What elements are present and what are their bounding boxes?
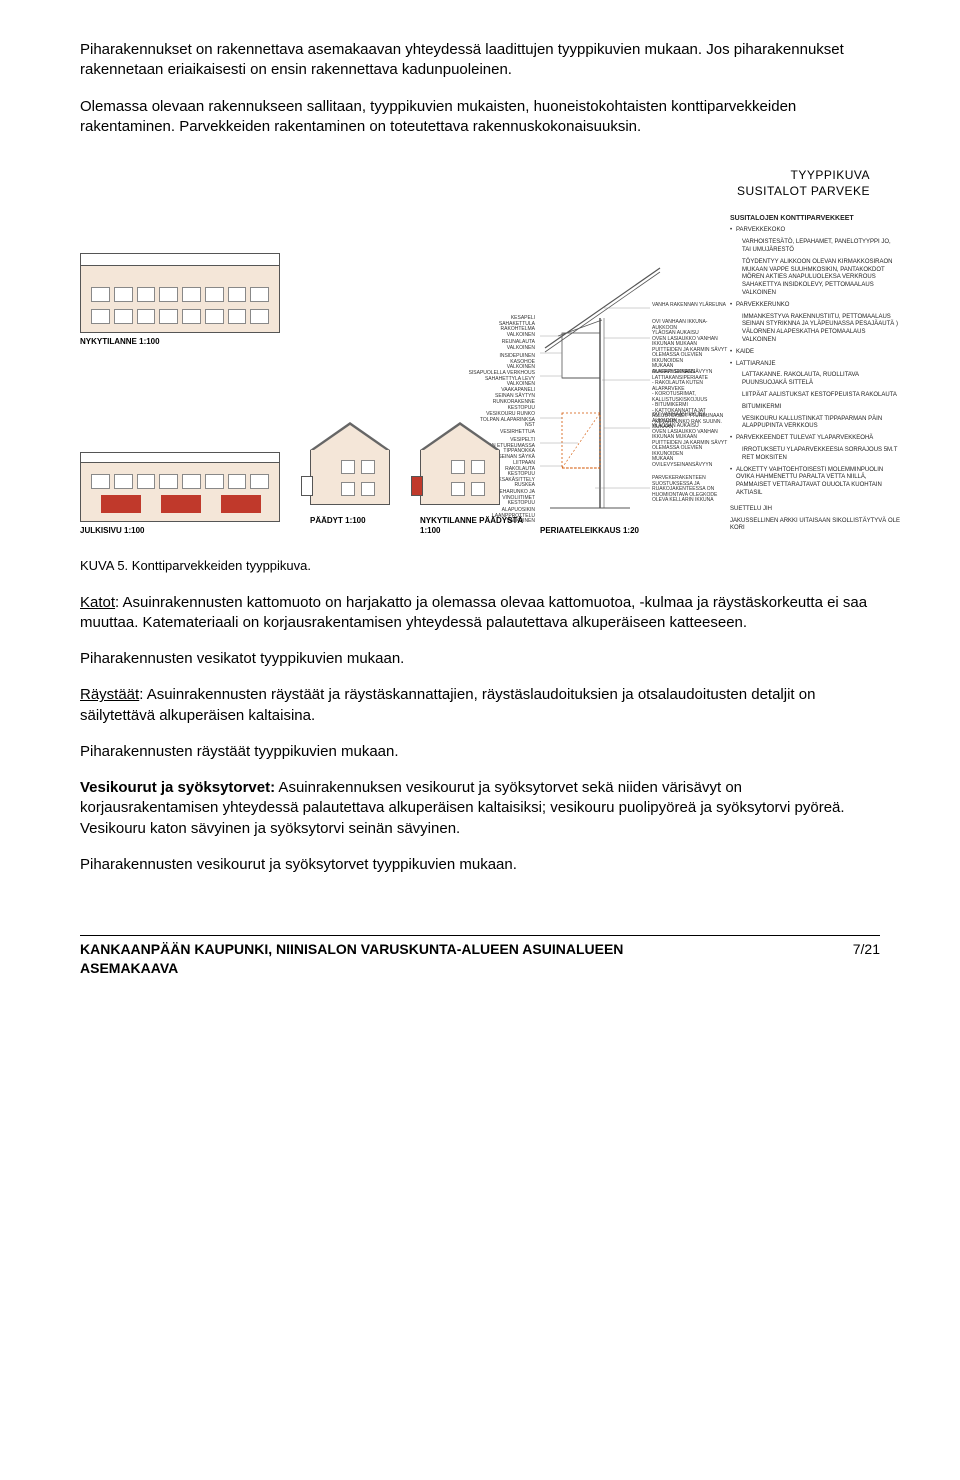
section-drawing: VANHA RAKENNAN YLÄREUNA OVI VANHAAN IKKU… — [540, 258, 710, 518]
spec-heading: SUSITALOJEN KONTTIPARVEKKEET — [730, 214, 900, 223]
footer-left: KANKAANPÄÄN KAUPUNKI, NIINISALON VARUSKU… — [80, 940, 623, 978]
sec-label-r5: PARVEKERAKENTEEN SUOSTUKSESSA JA RUAKOJA… — [652, 476, 732, 504]
spec-bottom2: JAKUSSELLINEN ARKKI UITAISAAN SIKOLLISTÄ… — [730, 518, 900, 534]
spec-bottom1: SUETTELU JIH — [730, 506, 900, 514]
spec-item: LATTAKANNE. RAKOLAUTA, RUOLLITAVA PUUNSU… — [730, 372, 900, 388]
figure-caption: KUVA 5. Konttiparvekkeiden tyyppikuva. — [80, 557, 880, 575]
figure-title: TYYPPIKUVA SUSITALOT PARVEKE — [80, 167, 880, 199]
sec-label-r4: OVI VANHAAN IKKUNA-AUKKOON YLÄOSAN AUKAI… — [652, 413, 732, 468]
spec-item: LIITPÄAT AALISTUKSAT KESTOFPEUISTA RAKOL… — [730, 392, 900, 400]
spec-item: PARVEKKERUNKO — [730, 302, 900, 310]
paragraph-vesikourut: Vesikourut ja syöksytorvet: Asuinrakennu… — [80, 778, 880, 839]
spec-item: PARVEKKEENDET TULEVAT YLAPARVEKKEOHÄ — [730, 435, 900, 443]
paragraph-5: Piharakennusten vesikourut ja syöksytorv… — [80, 855, 880, 875]
caption-nykytilanne: NYKYTILANNE 1:100 — [80, 337, 300, 348]
building-elevation-new — [80, 452, 280, 522]
caption-periaate: PERIAATELEIKKAUS 1:20 — [540, 526, 720, 537]
sec-label-l6: RUNKORAKENNE KESTOPUU — [465, 400, 535, 411]
spec-item: TÖYDENTYY ALIKKOON OLEVAN KIRMAKKOSIRAON… — [730, 259, 900, 298]
spec-item: BITUMIKERMI — [730, 404, 900, 412]
spec-item: PARVEKKEKOKO — [730, 227, 900, 235]
footer-page-number: 7/21 — [853, 940, 880, 959]
spec-item: IMMANKESTYVA RAKENNUSTIITU, PETTOMAALAUS… — [730, 314, 900, 345]
spec-item: VARHOISTESÄTÖ, LEPAHAMET, PANELOTYYPPI J… — [730, 239, 900, 255]
spec-item: KAIDE — [730, 349, 900, 357]
paragraph-raystaat: Räystäät: Asuinrakennusten räystäät ja r… — [80, 685, 880, 726]
figure-title-line2: SUSITALOT PARVEKE — [80, 183, 870, 199]
label-vesikourut: Vesikourut ja syöksytorvet: — [80, 779, 275, 796]
caption-paadyt: PÄÄDYT 1:100 — [310, 516, 390, 538]
spec-item: VESIKOURU KALLUSTINKAT TIPPAPARMAN PÄIN … — [730, 416, 900, 432]
figure-typpikuva: TYYPPIKUVA SUSITALOT PARVEKE NYKYTILANNE… — [80, 167, 880, 537]
panel-section: VANHA RAKENNAN YLÄREUNA OVI VANHAAN IKKU… — [540, 258, 720, 537]
paragraph-4: Piharakennusten räystäät tyyppikuvien mu… — [80, 742, 880, 762]
spec-item: IRROTUKSETU YLAPARVEKKEESIA SORRAJOUS 5M… — [730, 447, 900, 463]
spec-item: LATTIARANJE — [730, 361, 900, 369]
panel-nykytilanne: NYKYTILANNE 1:100 — [80, 253, 300, 348]
label-raystaat: Räystäät — [80, 686, 139, 703]
paragraph-katot: Katot: Asuinrakennusten kattomuoto on ha… — [80, 593, 880, 634]
paragraph-3: Piharakennusten vesikatot tyyppikuvien m… — [80, 649, 880, 669]
paragraph-2: Olemassa olevaan rakennukseen sallitaan,… — [80, 97, 880, 138]
panel-julkisivu: JULKISIVU 1:100 — [80, 452, 300, 537]
gable-left — [310, 422, 390, 512]
sec-label-l5: VAAKAPANELI SEINAN SÄYTYN — [465, 388, 535, 399]
panel-spec: SUSITALOJEN KONTTIPARVEKKEET PARVEKKEKOK… — [730, 214, 900, 537]
text-raystaat: : Asuinrakennusten räystäät ja räystäska… — [80, 686, 815, 723]
sec-label-r1: VANHA RAKENNAN YLÄREUNA — [652, 303, 732, 309]
sec-label-l1: KESAPELI SAHAKETTULA RAKOHTELMA VALKOINE… — [465, 316, 535, 338]
caption-julkisivu: JULKISIVU 1:100 — [80, 526, 300, 537]
spec-item: ALOKETTY VAIHTOEHTOISESTI MOLEMMINPUOLIN… — [730, 467, 900, 498]
paragraph-1: Piharakennukset on rakennettava asemakaa… — [80, 40, 880, 81]
gable-right — [420, 422, 500, 512]
page-footer: KANKAANPÄÄN KAUPUNKI, NIINISALON VARUSKU… — [80, 935, 880, 978]
panel-gables: PÄÄDYT 1:100 NYKYTILANNE PÄÄDYSTÄ 1:100 — [310, 422, 530, 538]
label-katot: Katot — [80, 594, 115, 611]
figure-title-line1: TYYPPIKUVA — [80, 167, 870, 183]
sec-label-l4: SISAPUOLELLA VERKHOUS SAHAHETTYLA LEVY V… — [465, 371, 535, 388]
building-elevation-existing — [80, 253, 280, 333]
caption-nykytilanne-paadysta: NYKYTILANNE PÄÄDYSTÄ 1:100 — [420, 516, 530, 538]
sec-label-l2: REUNALAUTA VALKOINEN — [465, 340, 535, 351]
sec-label-r2: OVI VANHAAN IKKUNA-AUKKOON YLÄOSAN AUKAI… — [652, 320, 732, 375]
text-katot: : Asuinrakennusten kattomuoto on harjaka… — [80, 594, 867, 631]
sec-label-l3: INSIDEPUINEN KASOHOE VALKOINEN — [465, 354, 535, 371]
